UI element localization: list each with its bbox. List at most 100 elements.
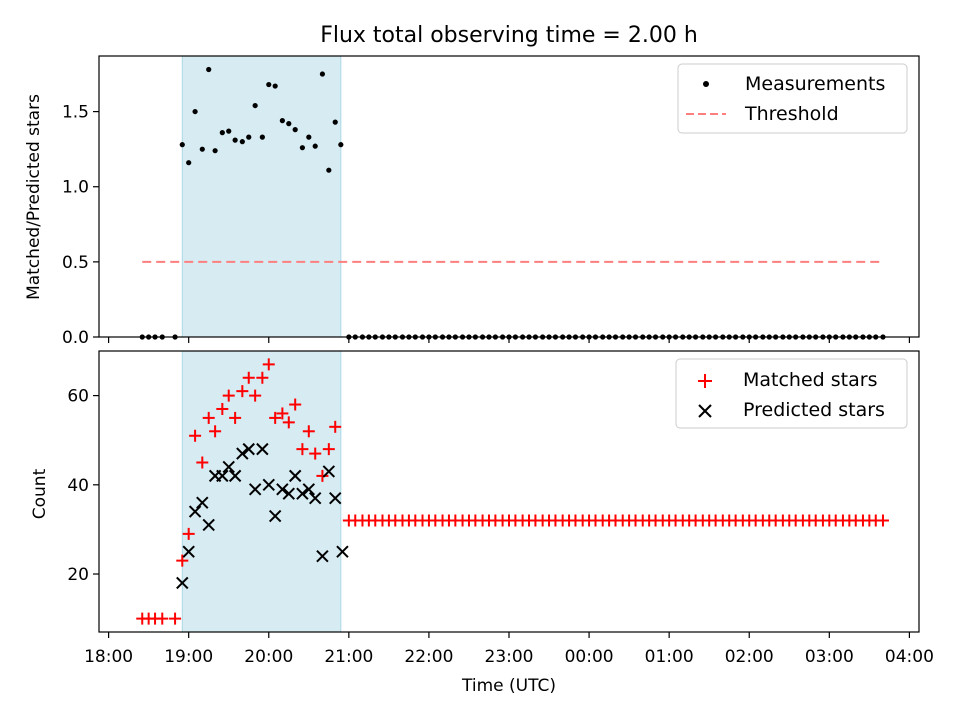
y-tick-label: 40 [67,476,89,496]
matched-star-point [209,425,222,438]
x-tick-label: 04:00 [885,647,934,667]
predicted-star-point [329,491,342,505]
measurement-point [179,142,185,148]
observing-window-span-top [181,55,342,338]
legend-measurements-marker [703,81,709,87]
matched-star-point [249,389,262,402]
x-tick-label: 01:00 [645,647,694,667]
measurement-point [186,160,192,166]
predicted-star-point [322,465,336,478]
predicted-star-point [288,469,302,483]
predicted-star-point [316,549,329,563]
matched-star-point [289,398,302,411]
legend-measurements-label: Measurements [745,73,885,95]
predicted-star-point [182,545,195,558]
predicted-star-point [296,487,309,500]
predicted-star-point [242,442,255,456]
matched-star-point [236,385,249,398]
count-y-axis-label: Count [30,468,50,519]
x-tick-label: 20:00 [244,647,293,667]
matched-star-point [242,371,255,384]
predicted-star-point [196,496,209,509]
predicted-star-point [336,545,349,558]
measurement-point [219,130,225,136]
measurement-point [192,108,198,115]
y-tick-label: 1.0 [62,178,89,198]
y-tick-label: 1.5 [62,103,89,123]
predicted-star-point [202,518,215,532]
measurement-point [272,83,278,89]
measurement-point [239,139,245,145]
y-tick-label: 0.0 [62,328,89,348]
predicted-star-point [228,469,242,483]
matched-star-point [309,447,322,460]
matched-star-point [196,456,209,469]
matched-star-point [229,411,242,424]
matched-star-point [302,425,315,438]
matched-star-point [269,411,282,424]
x-tick-label: 23:00 [485,647,534,667]
measurement-point [226,128,232,134]
measurement-point [332,119,338,125]
predicted-star-point [309,491,322,505]
matched-star-point [176,554,189,567]
count-y-ticks: 20 40 60 [67,387,99,585]
ratio-x-ticks [108,337,910,343]
legend-predicted-marker [698,404,712,418]
y-tick-label: 0.5 [62,253,89,273]
ratio-y-ticks: 0.0 0.5 1.0 1.5 [62,103,99,348]
count-x-ticks: 18:00 19:00 20:00 21:00 22:00 23:00 00:00 01:00… [84,632,934,667]
measurement-point [292,127,298,133]
measurement-point [279,118,285,124]
predicted-star-point [282,487,295,500]
legend-threshold-label: Threshold [744,103,839,125]
count-legend-box [675,358,908,429]
count-panel: 20 40 60 18:00 19:00 20:00 21:00 22:00 23:00 00:… [30,350,934,667]
measurement-point [319,71,326,77]
y-tick-label: 60 [67,387,89,407]
predicted-star-point [268,509,282,523]
predicted-star-point [256,442,269,456]
x-tick-label: 02:00 [725,647,774,667]
y-tick-label: 20 [67,565,89,585]
x-tick-label: 22:00 [404,647,453,667]
x-tick-label: 18:00 [84,647,133,667]
matched-star-point [316,469,329,482]
matched-star-point [216,402,229,415]
predicted-star-point [216,469,229,483]
matched-star-point [256,371,269,384]
legend-matched-marker [698,374,712,388]
predicted-star-point [276,483,289,496]
observing-window-span-bottom [181,350,342,633]
predicted-star-point [236,447,249,460]
matched-star-point [329,420,342,433]
predicted-star-point [248,483,262,496]
predicted-star-point [176,576,189,590]
matched-star-point [156,612,169,625]
measurement-point [246,134,252,140]
predicted-star-point [222,460,235,474]
matched-star-point [296,443,309,456]
measurement-point [252,102,258,109]
measurement-point [206,66,212,73]
matched-star-point [262,358,275,371]
chart-title: Flux total observing time = 2.00 h [320,23,698,48]
matched-star-points [136,358,889,625]
legend-matched-label: Matched stars [743,369,877,391]
predicted-star-point [302,483,316,496]
matched-star-point [202,411,215,424]
measurement-point [212,148,218,154]
matched-star-point [276,407,289,420]
measurement-point [338,142,344,148]
observing-window-span [181,55,342,338]
measurement-point [259,134,265,140]
matched-star-point [282,416,295,429]
predicted-star-point [188,505,202,518]
measurement-point [312,143,318,149]
measurement-point [286,121,292,127]
measurement-point [306,134,312,140]
ratio-legend: Measurements Threshold [677,63,908,134]
matched-star-point [322,443,335,456]
ratio-y-axis-label: Matched/Predicted stars [24,94,44,300]
